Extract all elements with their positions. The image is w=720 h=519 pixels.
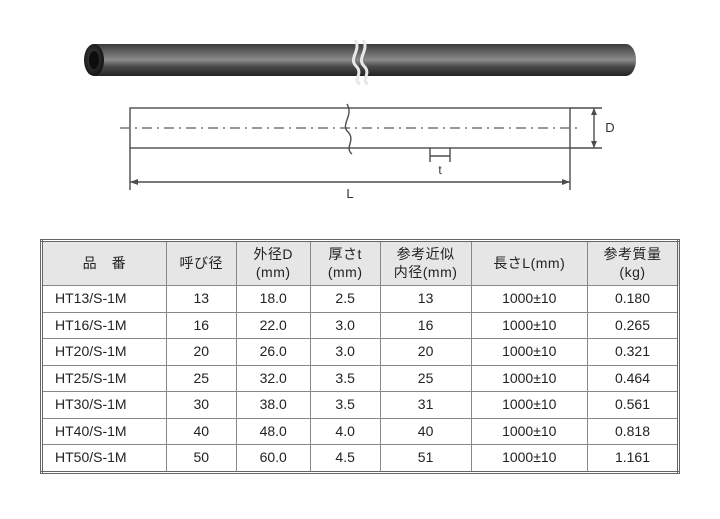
table-row: HT13/S-1M1318.02.5131000±100.180 [42, 286, 679, 313]
table-row: HT20/S-1M2026.03.0201000±100.321 [42, 339, 679, 366]
td-part: HT25/S-1M [42, 365, 167, 392]
spec-table: 品 番 呼び径 外径D(mm) 厚さt(mm) 参考近似内径(mm) 長さL(m… [40, 239, 680, 474]
td-weight: 0.321 [587, 339, 678, 366]
td-nominal: 50 [166, 445, 236, 473]
th-length: 長さL(mm) [471, 241, 587, 286]
td-thick: 4.5 [310, 445, 380, 473]
td-inner: 13 [380, 286, 471, 313]
pipe-render [80, 30, 640, 90]
figure-area: L D t [40, 30, 680, 213]
th-ref-weight: 参考質量(kg) [587, 241, 678, 286]
table-row: HT50/S-1M5060.04.5511000±101.161 [42, 445, 679, 473]
td-thick: 3.0 [310, 339, 380, 366]
td-thick: 3.5 [310, 392, 380, 419]
td-weight: 0.180 [587, 286, 678, 313]
td-inner: 31 [380, 392, 471, 419]
td-weight: 1.161 [587, 445, 678, 473]
td-part: HT16/S-1M [42, 312, 167, 339]
td-outer: 48.0 [236, 418, 310, 445]
td-inner: 20 [380, 339, 471, 366]
dim-label-L: L [346, 186, 353, 201]
dim-label-t: t [438, 163, 442, 177]
table-row: HT40/S-1M4048.04.0401000±100.818 [42, 418, 679, 445]
td-part: HT20/S-1M [42, 339, 167, 366]
table-header-row: 品 番 呼び径 外径D(mm) 厚さt(mm) 参考近似内径(mm) 長さL(m… [42, 241, 679, 286]
td-length: 1000±10 [471, 365, 587, 392]
th-outer-dia: 外径D(mm) [236, 241, 310, 286]
td-outer: 22.0 [236, 312, 310, 339]
td-weight: 0.464 [587, 365, 678, 392]
td-part: HT40/S-1M [42, 418, 167, 445]
td-inner: 16 [380, 312, 471, 339]
td-weight: 0.561 [587, 392, 678, 419]
td-part: HT13/S-1M [42, 286, 167, 313]
td-nominal: 13 [166, 286, 236, 313]
td-nominal: 20 [166, 339, 236, 366]
th-ref-inner: 参考近似内径(mm) [380, 241, 471, 286]
td-outer: 18.0 [236, 286, 310, 313]
td-inner: 25 [380, 365, 471, 392]
td-outer: 38.0 [236, 392, 310, 419]
td-length: 1000±10 [471, 445, 587, 473]
td-weight: 0.818 [587, 418, 678, 445]
td-part: HT30/S-1M [42, 392, 167, 419]
td-nominal: 30 [166, 392, 236, 419]
td-inner: 51 [380, 445, 471, 473]
td-thick: 4.0 [310, 418, 380, 445]
td-nominal: 25 [166, 365, 236, 392]
td-thick: 3.0 [310, 312, 380, 339]
pipe-schematic: L D t [70, 98, 650, 213]
table-row: HT30/S-1M3038.03.5311000±100.561 [42, 392, 679, 419]
td-length: 1000±10 [471, 286, 587, 313]
th-part-no: 品 番 [42, 241, 167, 286]
td-outer: 26.0 [236, 339, 310, 366]
td-length: 1000±10 [471, 418, 587, 445]
td-length: 1000±10 [471, 312, 587, 339]
td-part: HT50/S-1M [42, 445, 167, 473]
th-thickness: 厚さt(mm) [310, 241, 380, 286]
td-outer: 32.0 [236, 365, 310, 392]
td-inner: 40 [380, 418, 471, 445]
td-length: 1000±10 [471, 392, 587, 419]
td-weight: 0.265 [587, 312, 678, 339]
th-nominal-dia: 呼び径 [166, 241, 236, 286]
dim-label-D: D [605, 120, 614, 135]
td-outer: 60.0 [236, 445, 310, 473]
td-thick: 3.5 [310, 365, 380, 392]
table-row: HT25/S-1M2532.03.5251000±100.464 [42, 365, 679, 392]
td-nominal: 16 [166, 312, 236, 339]
td-length: 1000±10 [471, 339, 587, 366]
table-row: HT16/S-1M1622.03.0161000±100.265 [42, 312, 679, 339]
spec-table-body: HT13/S-1M1318.02.5131000±100.180HT16/S-1… [42, 286, 679, 473]
td-nominal: 40 [166, 418, 236, 445]
td-thick: 2.5 [310, 286, 380, 313]
